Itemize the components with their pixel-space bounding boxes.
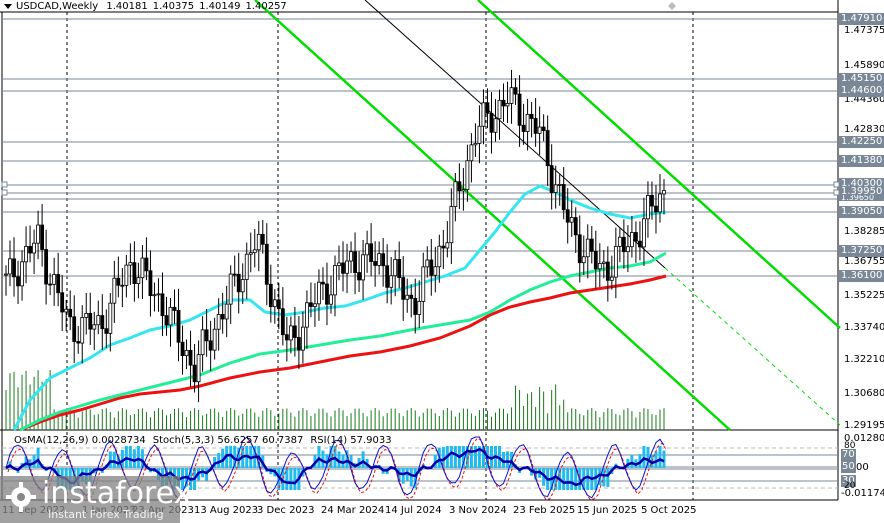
- close-value: 1.40257: [245, 1, 287, 12]
- level-tag: 1.39950: [839, 187, 884, 197]
- price-tick: 1.29195: [844, 420, 884, 431]
- level-tag: 1.39650: [839, 195, 884, 201]
- price-tick: 1.38285: [844, 226, 884, 237]
- open-value: 1.40181: [106, 1, 148, 12]
- indicator-zero: 00: [856, 462, 869, 473]
- midline: [364, 0, 666, 269]
- price-tick: 1.32210: [844, 354, 884, 365]
- osma-label: OsMA(12,26,9) 0.0028734: [14, 435, 146, 446]
- price-tick: 1.45890: [844, 60, 884, 71]
- level-tag: 1.37250: [839, 245, 884, 257]
- level-tag: 1.44600: [839, 85, 884, 97]
- rsi-level-70: 70: [841, 449, 856, 461]
- price-tick: 1.35225: [844, 290, 884, 301]
- time-label: 14 Jul 2024: [385, 505, 442, 516]
- time-label: 5 Oct 2025: [641, 505, 697, 516]
- rsi-level-30: 30: [841, 475, 856, 487]
- chart-header: USDCAD,Weekly 1.40181 1.40375 1.40149 1.402…: [4, 1, 292, 12]
- indicator-max: 0.012805: [844, 433, 884, 444]
- level-tag: 1.42250: [839, 136, 884, 148]
- price-tick: 1.33740: [844, 322, 884, 333]
- brand-name: instaforex: [42, 476, 192, 511]
- time-label: 3 Nov 2024: [449, 505, 507, 516]
- dropdown-arrow-icon[interactable]: [4, 3, 12, 9]
- price-tick: 1.47375: [844, 25, 884, 36]
- price-tick: 1.36755: [844, 256, 884, 267]
- time-label: 24 Mar 2024: [321, 505, 385, 516]
- high-value: 1.40375: [152, 1, 195, 12]
- level-tag: 1.41380: [839, 155, 884, 167]
- stoch-label: Stoch(5,3,3) 56.6257 60.7387: [152, 435, 304, 446]
- volume-bars: [5, 370, 665, 430]
- price-tick: 1.44360: [844, 94, 884, 105]
- gear-logo-icon: [6, 482, 36, 512]
- trend-channel: [254, 0, 841, 431]
- rsi-label: RSI(14) 57.9033: [310, 435, 392, 446]
- indicator-header: OsMA(12,26,9) 0.0028734 Stoch(5,3,3) 56.6…: [14, 435, 399, 446]
- level-tag: 1.45150: [839, 73, 884, 85]
- level-tag: 1.47910: [839, 13, 884, 25]
- stoch-level-20: 20: [844, 481, 856, 491]
- ma-mid: [19, 251, 667, 432]
- ma-fast: [12, 184, 667, 431]
- price-tick: 1.42830: [844, 124, 884, 135]
- symbol-label: USDCAD,Weekly: [16, 1, 99, 12]
- rsi-level-50: 50: [841, 461, 856, 473]
- time-label: 3 Dec 2023: [257, 505, 315, 516]
- instaforex-logo: instaforex Instant Forex Trading: [0, 476, 191, 523]
- time-label: 15 Jun 2025: [577, 505, 638, 516]
- level-tag: 1.36100: [839, 270, 884, 282]
- time-label: 13 Aug 2023: [194, 505, 259, 516]
- price-tick: 1.30680: [844, 388, 884, 399]
- brand-tagline: Instant Forex Trading: [48, 508, 164, 521]
- time-label: 23 Feb 2025: [513, 505, 576, 516]
- level-tag: 1.39050: [839, 206, 884, 218]
- candles: [4, 69, 666, 403]
- low-value: 1.40149: [199, 1, 241, 12]
- stoch-level-80: 80: [844, 441, 856, 451]
- indicator-min: -0.011743: [841, 488, 884, 499]
- ma-slow: [19, 274, 667, 432]
